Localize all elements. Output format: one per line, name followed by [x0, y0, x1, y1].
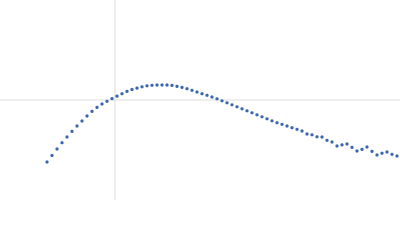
data-point	[75, 124, 79, 128]
data-point	[305, 132, 309, 136]
data-point	[220, 99, 224, 103]
data-point	[155, 83, 159, 87]
data-point	[200, 92, 204, 96]
data-point	[85, 114, 89, 118]
data-point	[255, 113, 259, 117]
data-point	[45, 160, 49, 164]
data-point	[300, 129, 304, 133]
data-point	[380, 151, 384, 155]
data-point	[60, 141, 64, 145]
data-point	[175, 84, 179, 88]
data-point	[110, 97, 114, 101]
data-point	[50, 153, 54, 158]
data-point	[295, 127, 299, 131]
data-point	[280, 122, 284, 126]
data-point	[160, 83, 164, 87]
data-point	[100, 102, 104, 106]
data-point	[260, 115, 264, 119]
data-point	[385, 150, 389, 154]
data-point	[345, 142, 349, 146]
data-point	[275, 121, 279, 125]
data-point	[135, 86, 139, 90]
data-point	[105, 99, 109, 103]
data-point	[185, 87, 189, 91]
data-point	[95, 105, 99, 109]
data-point	[170, 83, 174, 87]
data-point	[375, 153, 379, 157]
data-point	[190, 88, 194, 92]
data-point	[215, 97, 219, 101]
data-point	[55, 147, 59, 151]
data-point	[370, 149, 374, 153]
data-point	[290, 126, 294, 130]
data-point	[230, 103, 234, 107]
data-point	[225, 101, 229, 105]
data-point	[355, 149, 359, 153]
data-point	[145, 84, 149, 88]
data-point	[330, 140, 334, 144]
data-point	[115, 94, 119, 98]
data-point	[140, 85, 144, 89]
data-point	[125, 89, 129, 93]
data-point	[315, 135, 319, 139]
data-point	[80, 119, 84, 123]
data-point	[130, 87, 134, 92]
data-point	[250, 111, 254, 115]
data-point	[150, 83, 154, 87]
data-point	[335, 144, 339, 148]
chart	[0, 0, 400, 200]
data-point	[390, 152, 394, 156]
data-point	[245, 109, 249, 113]
data-point	[270, 119, 274, 123]
data-point	[235, 105, 239, 109]
data-point	[285, 124, 289, 128]
data-point	[165, 83, 169, 87]
data-point	[90, 109, 94, 113]
data-point	[65, 135, 69, 139]
data-point	[320, 135, 324, 139]
data-point	[205, 93, 209, 97]
data-point	[395, 154, 399, 158]
data-point	[265, 117, 269, 121]
data-point	[350, 145, 354, 149]
data-point	[240, 107, 244, 111]
data-point	[195, 90, 199, 94]
data-point	[120, 92, 124, 96]
data-point	[70, 129, 74, 133]
data-point	[340, 143, 344, 147]
data-point	[325, 138, 329, 142]
data-point	[180, 85, 184, 89]
data-point	[210, 95, 214, 99]
data-point	[310, 133, 314, 137]
data-point	[365, 145, 369, 149]
data-point	[360, 147, 364, 151]
